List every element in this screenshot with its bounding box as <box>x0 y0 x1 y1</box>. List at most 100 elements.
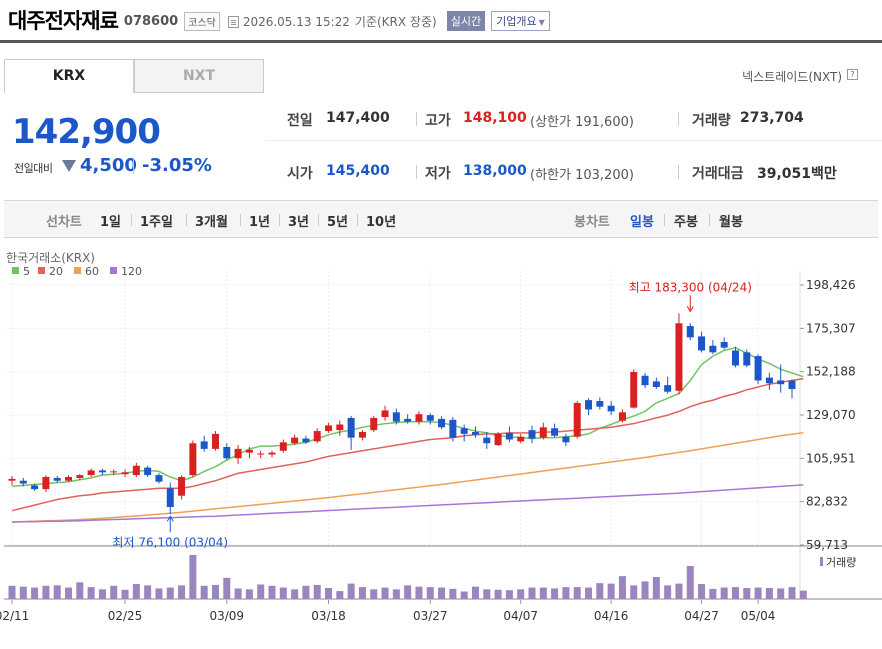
annotation-layer: 최고 183,300 (04/24) 최저 76,100 (03/04) <box>112 280 751 549</box>
period-separator <box>664 214 665 226</box>
period-5y[interactable]: 5년 <box>327 215 349 230</box>
upper-limit-label: 상한가 <box>535 115 571 130</box>
stat-separator <box>416 165 417 179</box>
ma-legend-swatch <box>110 267 117 274</box>
candle-body <box>53 477 61 481</box>
volume-bar <box>200 585 208 599</box>
high-annotation-arrowhead <box>686 306 694 313</box>
realtime-button[interactable]: 실시간 <box>446 11 486 31</box>
tab-nxt[interactable]: NXT <box>134 59 264 93</box>
candle-body <box>460 428 468 434</box>
help-icon[interactable]: ? <box>847 69 858 80</box>
period-weekly[interactable]: 주봉 <box>674 215 698 230</box>
ma-120-line <box>11 484 804 523</box>
period-daily[interactable]: 일봉 <box>630 215 654 230</box>
stock-name: 대주전자재료 <box>8 9 119 33</box>
nextrade-link[interactable]: 넥스트레이드(NXT) <box>742 70 842 84</box>
prev-close-value: 147,400 <box>326 110 390 126</box>
volume-bar <box>460 591 468 599</box>
tab-krx[interactable]: KRX <box>4 59 134 93</box>
period-separator <box>709 214 710 226</box>
candle-body <box>675 323 683 391</box>
stock-chart[interactable]: 198,426 175,307 152,188 129,070 105,951 82,83… <box>0 245 882 649</box>
candle-body <box>607 405 615 412</box>
volume-bar <box>675 583 683 599</box>
volume-legend-label: 거래량 <box>826 556 856 569</box>
x-tick-label: 05/04 <box>741 609 776 623</box>
volume-bar <box>291 589 299 599</box>
volume-bar <box>551 588 559 599</box>
candle-body <box>788 380 796 390</box>
volume-bar <box>731 587 739 599</box>
change-amount: 4,500 <box>80 155 137 176</box>
low-annotation-arrowhead <box>166 515 174 522</box>
volume-bar <box>652 577 660 599</box>
period-1y[interactable]: 1년 <box>249 215 271 230</box>
y-tick-label: 152,188 <box>806 365 856 379</box>
volume-bar <box>144 585 152 599</box>
change-label: 전일대비 <box>14 162 53 175</box>
volume-bar <box>585 587 593 599</box>
axis-layer: 198,426 175,307 152,188 129,070 105,951 82,83… <box>0 278 856 623</box>
upper-limit-value: 191,600 <box>575 115 629 130</box>
volume-bar <box>155 588 163 599</box>
volume-bar <box>709 588 717 599</box>
ma-legend-label: 60 <box>85 265 99 278</box>
candle-body <box>31 485 39 490</box>
candle-body <box>731 350 739 366</box>
candle-body <box>189 443 197 476</box>
volume-bar <box>121 589 129 599</box>
volume-bar <box>788 587 796 599</box>
upper-limit: (상한가 191,600) <box>530 115 634 130</box>
candle-body <box>257 453 265 455</box>
ma-legend-label: 5 <box>23 265 30 278</box>
candle-body <box>110 471 118 473</box>
amount-label: 거래대금 <box>692 166 744 182</box>
volume-bar <box>528 587 536 599</box>
volume-bar <box>392 589 400 599</box>
volume-bar <box>178 585 186 599</box>
period-10y[interactable]: 10년 <box>366 215 397 230</box>
volume-bar <box>754 587 762 599</box>
candle-body <box>121 472 129 475</box>
x-tick-label: 04/27 <box>684 609 719 623</box>
period-1w[interactable]: 1주일 <box>140 215 173 230</box>
volume-bar <box>630 585 638 599</box>
candle-body <box>87 470 95 476</box>
low-annotation-label: 최저 76,100 (03/04) <box>112 535 228 549</box>
amount-unit: 백만 <box>811 166 837 182</box>
candle-body <box>245 449 253 453</box>
candle-body <box>596 401 604 407</box>
candle-body <box>98 470 106 473</box>
candle-body <box>517 436 525 442</box>
candle-body <box>8 478 16 481</box>
volume-legend-swatch <box>820 557 823 566</box>
candle-body <box>42 476 50 490</box>
period-3y[interactable]: 3년 <box>288 215 310 230</box>
lower-limit-label: 하한가 <box>535 168 571 183</box>
candle-body <box>223 446 231 459</box>
candle-body <box>539 427 547 438</box>
volume-bar <box>19 586 27 599</box>
candle-layer <box>8 313 796 515</box>
low-label: 저가 <box>425 166 451 182</box>
period-monthly[interactable]: 월봉 <box>719 215 743 230</box>
volume-bar <box>31 587 39 599</box>
prev-close-label: 전일 <box>287 113 313 129</box>
company-overview-dropdown[interactable]: 기업개요 ▼ <box>491 11 550 31</box>
high-annotation-label: 최고 183,300 (04/24) <box>629 280 752 294</box>
period-separator <box>357 214 358 226</box>
ma-legend-label: 120 <box>121 265 142 278</box>
volume-bar <box>325 588 333 599</box>
high-value: 148,100 <box>463 110 527 126</box>
candle-body <box>211 433 219 449</box>
volume-bar <box>370 589 378 599</box>
candle-body <box>494 433 502 446</box>
candle-body <box>720 342 728 348</box>
volume-bar <box>505 590 513 599</box>
period-separator <box>186 214 187 226</box>
high-label: 고가 <box>425 113 451 129</box>
period-3m[interactable]: 3개월 <box>195 215 228 230</box>
period-1d[interactable]: 1일 <box>100 215 122 230</box>
ma-legend-swatch <box>12 267 19 274</box>
